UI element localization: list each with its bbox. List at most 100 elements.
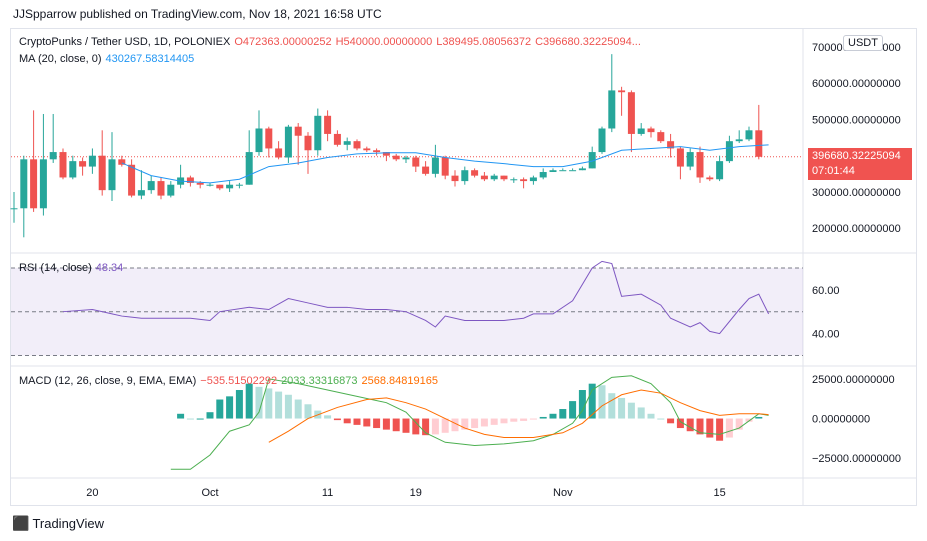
candle-body [598,128,606,153]
ma-value: 430267.58314405 [105,53,195,65]
candle-body [618,90,626,93]
symbol-label: CryptoPunks / Tether USD, 1D, POLONIEX [19,36,231,48]
candle-body [235,184,243,186]
candle-body [304,135,312,151]
rsi-line [62,260,770,335]
macd-histogram-bar [490,418,498,425]
candle-body [108,159,116,191]
ma-legend: MA (20, close, 0) 430267.58314405 [19,53,198,65]
price-tick-label: 600000.00000000 [812,78,901,90]
macd-histogram-bar [363,418,371,427]
candle-body [157,181,165,196]
macd-histogram-bar [706,418,714,438]
candle-body [588,152,596,169]
price-tick-label: 500000.00000000 [812,114,901,126]
candle-body [657,132,665,142]
macd-histogram-bar [539,416,547,419]
chart-frame[interactable] [10,28,917,506]
candle-body [137,190,145,196]
macd-legend: MACD (12, 26, close, 9, EMA, EMA) −535.51… [19,375,442,387]
macd-histogram-bar [755,416,763,419]
macd-histogram-bar [667,418,675,424]
candle-body [735,139,743,142]
macd-histogram-bar [392,418,400,432]
macd-histogram-bar [177,413,185,419]
macd-histogram-bar [520,418,528,421]
candle-body [696,152,704,178]
currency-button[interactable]: USDT [843,35,883,51]
macd-histogram-bar [196,418,204,420]
footer[interactable]: ⬛ TradingView [12,515,104,532]
macd-histogram-bar [412,418,420,435]
candle-body [324,115,332,134]
candle-body [667,141,675,149]
time-tick-label: Oct [201,487,218,499]
candle-body [88,155,96,167]
macd-histogram-bar [343,418,351,424]
candle-body [353,141,361,149]
macd-histogram-bar [549,413,557,419]
candle-body [490,175,498,180]
macd-histogram-bar [431,418,439,435]
macd-histogram-bar [627,402,635,419]
candle-body [39,159,47,209]
candle-body [725,141,733,162]
macd-histogram-bar [294,399,302,419]
candle-body [549,170,557,173]
candle-body [716,161,724,180]
rsi-value: 48.34 [95,262,124,274]
macd-histogram-bar [373,418,381,429]
candle-body [402,157,410,160]
macd-histogram-bar [725,418,733,438]
macd-histogram-bar [510,418,518,422]
time-tick-label: 20 [86,487,98,499]
candle-body [637,128,645,134]
macd-histogram-bar [588,383,596,419]
candle-body [647,128,655,133]
countdown-timer: 07:01:44 [812,165,855,177]
ma-label: MA (20, close, 0) [19,53,102,65]
candle-body [294,126,302,136]
candle-body [128,164,136,196]
candle-body [500,175,508,180]
price-tick-label: 200000.00000000 [812,223,901,235]
candle-body [755,130,763,157]
macd-tick-label: −25000.00000000 [812,453,901,465]
macd-histogram-bar [206,412,214,419]
macd-histogram-bar [461,418,469,430]
macd-histogram-bar [500,418,508,424]
macd-value: 2033.33316873 [281,375,358,387]
time-tick-label: 11 [322,487,333,499]
macd-histogram-bar [382,418,390,430]
macd-histogram-bar [618,397,626,419]
candle-body [539,172,547,178]
candle-body [686,152,694,167]
candle-body [363,148,371,151]
macd-histogram-bar [559,409,567,419]
rsi-legend: RSI (14, close) 48.34 [19,262,127,274]
macd-label: MACD (12, 26, close, 9, EMA, EMA) [19,375,197,387]
macd-histogram-bar [235,390,243,419]
candle-body [745,130,753,140]
candle-body [343,141,351,145]
low-value: L389495.08056372 [436,36,532,48]
macd-histogram-bar [186,418,194,420]
macd-histogram-bar [324,415,332,419]
candle-body [529,177,537,182]
candle-body [98,155,106,191]
tradingview-logo-icon: ⬛ [12,515,29,531]
candle-body [510,179,518,181]
macd-histogram-bar [451,418,459,432]
macd-histogram-bar [637,407,645,419]
macd-histogram-bar [304,404,312,419]
publish-header: JJSpparrow published on TradingView.com,… [13,7,382,21]
candle-body [20,159,28,209]
macd-histogram-bar [255,386,263,419]
candle-body [147,181,155,191]
candle-body [559,170,567,172]
price-tick-label: 300000.00000000 [812,187,901,199]
macd-histogram-bar [265,388,273,419]
macd-histogram-bar [578,390,586,419]
macd-histogram-bar [275,391,283,419]
